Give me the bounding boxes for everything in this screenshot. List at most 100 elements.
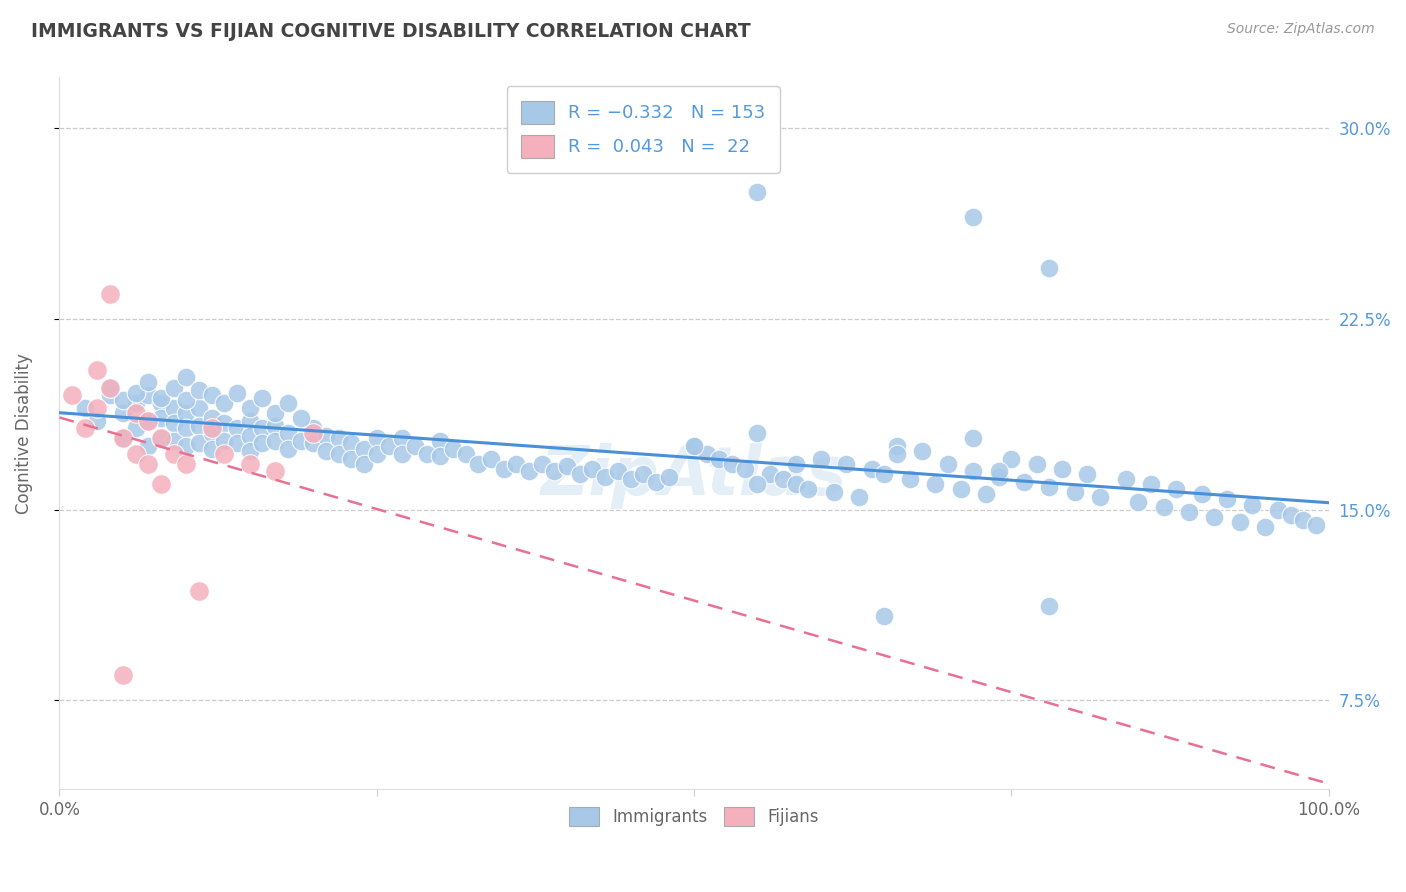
Point	[239, 401, 262, 415]
Point	[188, 436, 211, 450]
Point	[136, 414, 159, 428]
Point	[149, 396, 172, 410]
Point	[683, 439, 706, 453]
Point	[747, 426, 769, 441]
Point	[73, 421, 96, 435]
Point	[479, 451, 502, 466]
Point	[1305, 517, 1327, 532]
Point	[1140, 477, 1163, 491]
Point	[1025, 457, 1047, 471]
Legend: Immigrants, Fijians: Immigrants, Fijians	[561, 798, 827, 834]
Y-axis label: Cognitive Disability: Cognitive Disability	[15, 353, 32, 514]
Point	[772, 472, 794, 486]
Point	[1279, 508, 1302, 522]
Point	[136, 414, 159, 428]
Point	[1115, 472, 1137, 486]
Point	[136, 457, 159, 471]
Point	[239, 414, 262, 428]
Point	[747, 185, 769, 199]
Point	[581, 462, 603, 476]
Point	[555, 459, 578, 474]
Point	[1012, 475, 1035, 489]
Point	[315, 444, 337, 458]
Point	[593, 469, 616, 483]
Point	[149, 411, 172, 425]
Point	[226, 421, 249, 435]
Point	[454, 447, 477, 461]
Point	[176, 421, 198, 435]
Point	[188, 418, 211, 433]
Point	[962, 431, 984, 445]
Point	[1000, 451, 1022, 466]
Point	[391, 431, 413, 445]
Point	[860, 462, 883, 476]
Point	[1254, 520, 1277, 534]
Point	[201, 442, 224, 456]
Point	[1241, 498, 1264, 512]
Point	[290, 411, 312, 425]
Point	[734, 462, 756, 476]
Point	[188, 383, 211, 397]
Point	[98, 380, 121, 394]
Point	[353, 457, 375, 471]
Point	[226, 385, 249, 400]
Point	[176, 439, 198, 453]
Point	[136, 388, 159, 402]
Text: IMMIGRANTS VS FIJIAN COGNITIVE DISABILITY CORRELATION CHART: IMMIGRANTS VS FIJIAN COGNITIVE DISABILIT…	[31, 22, 751, 41]
Point	[1050, 462, 1073, 476]
Point	[683, 439, 706, 453]
Point	[633, 467, 655, 481]
Point	[226, 436, 249, 450]
Point	[429, 449, 451, 463]
Point	[124, 406, 146, 420]
Point	[810, 451, 832, 466]
Point	[1178, 505, 1201, 519]
Point	[149, 431, 172, 445]
Point	[1191, 487, 1213, 501]
Point	[302, 421, 325, 435]
Text: Source: ZipAtlas.com: Source: ZipAtlas.com	[1227, 22, 1375, 37]
Point	[277, 396, 299, 410]
Point	[86, 401, 108, 415]
Point	[264, 465, 287, 479]
Point	[162, 416, 184, 430]
Point	[1153, 500, 1175, 514]
Point	[353, 442, 375, 456]
Point	[797, 482, 820, 496]
Point	[111, 668, 134, 682]
Point	[911, 444, 934, 458]
Point	[86, 414, 108, 428]
Point	[340, 436, 363, 450]
Point	[785, 477, 807, 491]
Point	[391, 447, 413, 461]
Point	[302, 436, 325, 450]
Point	[1267, 502, 1289, 516]
Point	[98, 380, 121, 394]
Point	[201, 426, 224, 441]
Point	[606, 465, 628, 479]
Point	[277, 442, 299, 456]
Point	[149, 391, 172, 405]
Point	[124, 396, 146, 410]
Point	[176, 370, 198, 384]
Point	[530, 457, 553, 471]
Point	[214, 447, 236, 461]
Point	[290, 434, 312, 448]
Point	[124, 421, 146, 435]
Point	[124, 385, 146, 400]
Point	[505, 457, 527, 471]
Point	[252, 421, 274, 435]
Point	[214, 396, 236, 410]
Point	[873, 609, 896, 624]
Point	[873, 467, 896, 481]
Point	[785, 457, 807, 471]
Point	[201, 421, 224, 435]
Point	[962, 465, 984, 479]
Point	[1128, 495, 1150, 509]
Point	[264, 406, 287, 420]
Point	[328, 431, 350, 445]
Point	[568, 467, 591, 481]
Point	[543, 465, 565, 479]
Point	[188, 583, 211, 598]
Point	[86, 363, 108, 377]
